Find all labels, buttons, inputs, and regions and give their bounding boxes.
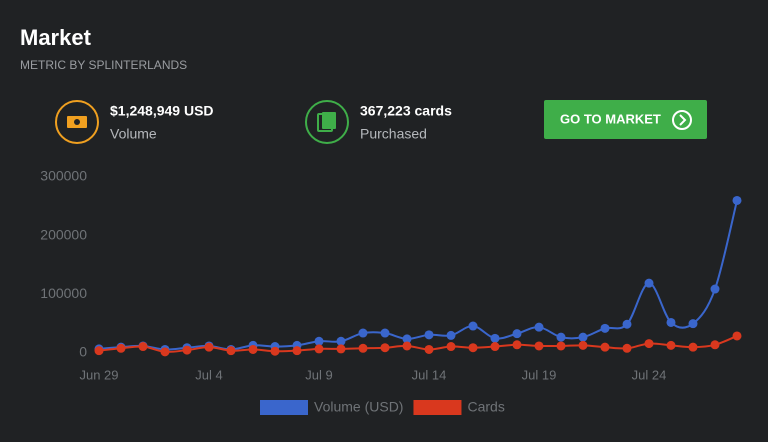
point	[688, 342, 698, 352]
point	[644, 339, 654, 349]
title: Market	[20, 25, 92, 50]
point	[292, 346, 302, 356]
point	[358, 343, 368, 353]
point	[138, 342, 148, 352]
point	[622, 319, 632, 329]
x-tick-label: Jul 24	[632, 367, 667, 382]
point	[336, 344, 346, 354]
point	[468, 343, 478, 353]
point	[204, 342, 214, 352]
y-tick-label: 0	[79, 344, 87, 360]
volume-icon	[55, 100, 99, 144]
legend-label: Volume (USD)	[314, 399, 403, 415]
point	[578, 332, 588, 342]
point	[380, 328, 390, 338]
y-tick-label: 200000	[40, 226, 87, 242]
point	[534, 341, 544, 351]
point	[710, 340, 720, 350]
market-button[interactable]: GO TO MARKET	[544, 100, 707, 139]
legend-swatch	[260, 400, 308, 415]
point	[688, 319, 698, 329]
y-tick-label: 300000	[40, 168, 87, 184]
point	[600, 323, 610, 333]
plot: 0 100000 200000 300000 Jun 29 Jul 4 Jul 9 Jul 1…	[40, 168, 742, 415]
point	[490, 342, 500, 352]
point	[402, 341, 412, 351]
point	[490, 333, 500, 343]
point	[424, 330, 434, 340]
point	[314, 336, 324, 346]
point	[94, 346, 104, 356]
stat-value: 367,223 cards	[360, 103, 452, 119]
point	[270, 346, 280, 356]
point	[732, 195, 742, 205]
x-tick-label: Jul 14	[412, 367, 447, 382]
button-chevron[interactable]	[679, 114, 687, 126]
button-label[interactable]: GO TO MARKET	[560, 111, 661, 126]
point	[160, 347, 170, 357]
point	[666, 317, 676, 327]
x-tick-label: Jul 19	[522, 367, 557, 382]
point	[512, 329, 522, 339]
point	[358, 328, 368, 338]
x-tick-label: Jun 29	[79, 367, 118, 382]
x-tick-label: Jul 4	[195, 367, 222, 382]
stat-value: $1,248,949 USD	[110, 103, 214, 119]
x-tick-label: Jul 9	[305, 367, 332, 382]
subtitle: METRIC BY SPLINTERLANDS	[20, 58, 187, 72]
point	[578, 340, 588, 350]
point	[644, 278, 654, 288]
point	[226, 346, 236, 356]
point	[314, 344, 324, 354]
point	[116, 343, 126, 353]
point	[534, 322, 544, 332]
point	[380, 343, 390, 353]
cash-icon-dot	[74, 119, 80, 125]
legend-label: Cards	[467, 399, 504, 415]
point	[336, 336, 346, 346]
point	[182, 345, 192, 355]
stat-label: Purchased	[360, 126, 427, 142]
button-background[interactable]	[544, 100, 707, 139]
point	[622, 343, 632, 353]
point	[402, 334, 412, 344]
point	[248, 344, 258, 354]
point	[424, 344, 434, 354]
legend-swatch	[413, 400, 462, 415]
point	[600, 342, 610, 352]
point	[512, 340, 522, 350]
y-tick-label: 100000	[40, 285, 87, 301]
point	[446, 342, 456, 352]
cards-icon	[305, 100, 349, 144]
point	[710, 284, 720, 294]
cards-icon-front	[322, 112, 336, 129]
point	[732, 331, 742, 341]
button-icon[interactable]	[672, 110, 692, 130]
point	[556, 341, 566, 351]
point	[556, 332, 566, 342]
stat-label: Volume	[110, 126, 157, 142]
point	[446, 330, 456, 340]
point	[468, 321, 478, 331]
point	[666, 340, 676, 350]
